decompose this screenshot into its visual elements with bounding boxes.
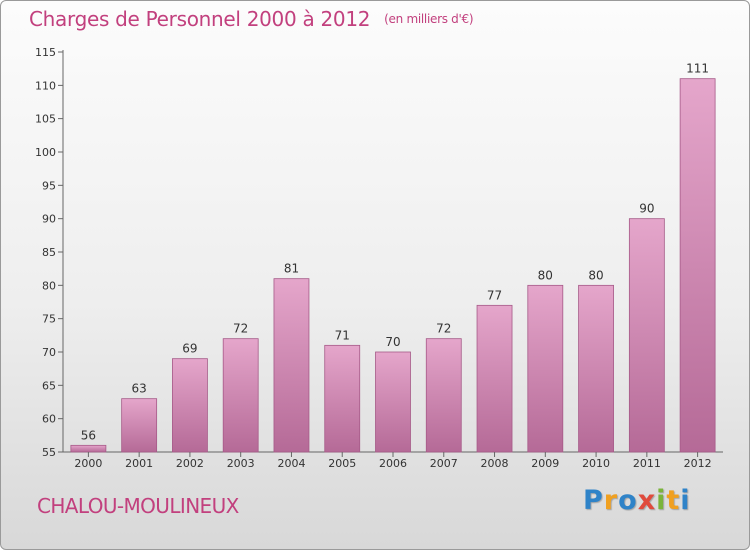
bar-value-label: 72 bbox=[233, 322, 248, 336]
bar bbox=[578, 284, 614, 453]
y-tick-label: 95 bbox=[42, 179, 56, 192]
bar-value-label: 81 bbox=[284, 262, 299, 276]
bar-value-label: 80 bbox=[538, 268, 553, 282]
x-tick-label: 2012 bbox=[684, 457, 712, 470]
bar-value-label: 63 bbox=[132, 382, 147, 396]
bar bbox=[172, 358, 208, 453]
y-tick-label: 85 bbox=[42, 246, 56, 259]
chart-title-text: Charges de Personnel 2000 à 2012 bbox=[29, 7, 371, 31]
x-tick-label: 2003 bbox=[227, 457, 255, 470]
bar bbox=[476, 304, 513, 453]
logo-letter: r bbox=[603, 485, 619, 516]
y-tick-label: 80 bbox=[42, 279, 56, 292]
bar bbox=[425, 338, 462, 453]
y-tick-label: 110 bbox=[35, 79, 56, 92]
x-tick-label: 2000 bbox=[74, 457, 102, 470]
x-tick-label: 2009 bbox=[531, 457, 559, 470]
x-tick-label: 2005 bbox=[328, 457, 356, 470]
y-tick-label: 55 bbox=[42, 446, 56, 459]
y-tick-label: 70 bbox=[42, 346, 56, 359]
bar bbox=[324, 344, 361, 453]
logo-letter: t bbox=[666, 485, 681, 516]
x-tick-label: 2006 bbox=[379, 457, 407, 470]
x-tick-label: 2010 bbox=[582, 457, 610, 470]
bar-value-label: 56 bbox=[81, 428, 96, 442]
x-tick-label: 2001 bbox=[125, 457, 153, 470]
proxiti-logo: Proxiti bbox=[583, 485, 691, 516]
logo-letter: i bbox=[680, 485, 691, 516]
y-tick-label: 105 bbox=[35, 113, 56, 126]
y-tick-label: 75 bbox=[42, 313, 56, 326]
y-tick-label: 115 bbox=[35, 46, 56, 59]
x-tick-label: 2008 bbox=[481, 457, 509, 470]
y-tick-label: 60 bbox=[42, 413, 56, 426]
logo-letter: P bbox=[583, 485, 604, 516]
bar-value-label: 70 bbox=[385, 335, 400, 349]
bar bbox=[527, 284, 564, 453]
bar-value-label: 69 bbox=[182, 342, 197, 356]
chart-unit-label: (en milliers d'€) bbox=[384, 12, 474, 26]
x-tick-label: 2011 bbox=[633, 457, 661, 470]
bar-value-label: 77 bbox=[487, 288, 502, 302]
bar bbox=[628, 218, 665, 453]
y-tick-label: 90 bbox=[42, 213, 56, 226]
bar-value-label: 90 bbox=[639, 202, 654, 216]
bar bbox=[222, 338, 259, 453]
bar-value-label: 72 bbox=[436, 322, 451, 336]
logo-letter: o bbox=[618, 485, 638, 516]
bar bbox=[679, 78, 716, 453]
y-tick-label: 100 bbox=[35, 146, 56, 159]
bar-value-label: 111 bbox=[686, 62, 709, 76]
y-tick-label: 65 bbox=[42, 379, 56, 392]
x-tick-label: 2004 bbox=[277, 457, 305, 470]
bar bbox=[375, 351, 411, 453]
bar bbox=[70, 444, 107, 453]
bar-value-label: 71 bbox=[335, 328, 350, 342]
bar bbox=[121, 398, 158, 453]
chart-title: Charges de Personnel 2000 à 2012 (en mill… bbox=[29, 7, 474, 31]
logo-letter: i bbox=[656, 485, 667, 516]
x-tick-label: 2007 bbox=[430, 457, 458, 470]
bar-value-label: 80 bbox=[588, 268, 603, 282]
bar bbox=[273, 278, 310, 453]
commune-name: CHALOU-MOULINEUX bbox=[37, 494, 239, 518]
x-tick-label: 2002 bbox=[176, 457, 204, 470]
logo-letter: x bbox=[637, 485, 657, 516]
